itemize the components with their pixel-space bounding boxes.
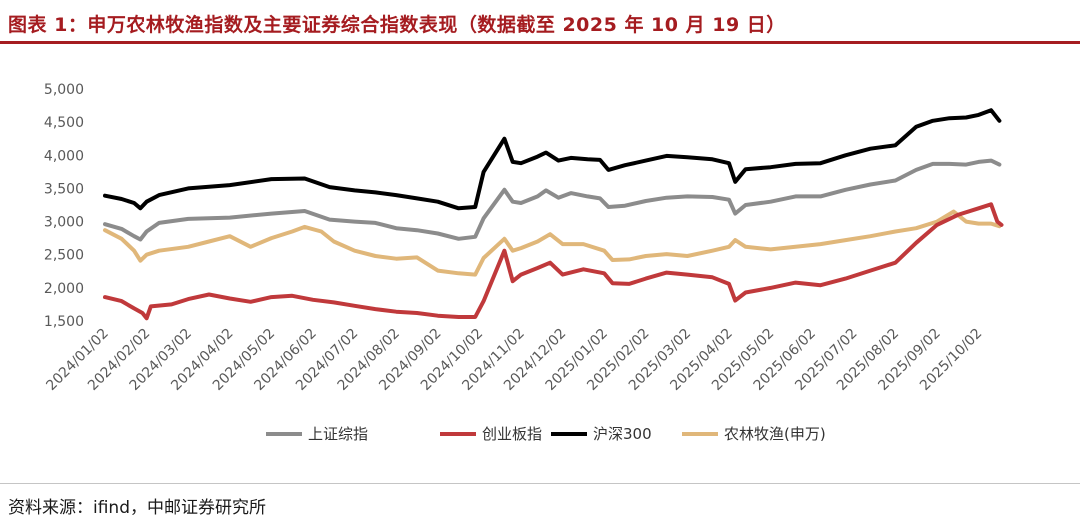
series-line [103, 158, 1002, 242]
y-tick-label: 3,000 [44, 215, 84, 231]
legend-label: 沪深300 [593, 425, 652, 443]
legend-label: 创业板指 [482, 425, 542, 443]
source-note: 资料来源：ifind，中邮证券研究所 [8, 498, 266, 518]
y-tick-label: 2,500 [44, 248, 84, 264]
legend-label: 上证综指 [308, 425, 368, 443]
series-line [103, 209, 1002, 277]
x-axis: 2024/01/022024/02/022024/03/022024/04/02… [43, 326, 985, 394]
series-line [103, 202, 1004, 321]
y-tick-label: 2,000 [44, 281, 84, 297]
series-lines [103, 108, 1004, 321]
y-tick-label: 1,500 [44, 314, 84, 330]
legend: 上证综指 创业板指 沪深300 农林牧渔(申万) [266, 425, 826, 443]
title-bar: 图表 1：申万农林牧渔指数及主要证券综合指数表现（数据截至 2025 年 10 … [0, 0, 1080, 44]
y-axis: 1,500 2,000 2,500 3,000 3,500 4,000 4,500 5,000 [44, 82, 84, 330]
y-tick-label: 4,500 [44, 115, 84, 131]
y-tick-label: 5,000 [44, 82, 84, 98]
series-line [103, 108, 1002, 211]
line-chart: 1,500 2,000 2,500 3,000 3,500 4,000 4,500 5,000… [43, 82, 1004, 443]
y-tick-label: 4,000 [44, 148, 84, 164]
chart-title: 图表 1：申万农林牧渔指数及主要证券综合指数表现（数据截至 2025 年 10 … [8, 14, 786, 36]
source-bar: 资料来源：ifind，中邮证券研究所 [0, 483, 1080, 523]
legend-label: 农林牧渔(申万) [724, 425, 826, 443]
y-tick-label: 3,500 [44, 181, 84, 197]
